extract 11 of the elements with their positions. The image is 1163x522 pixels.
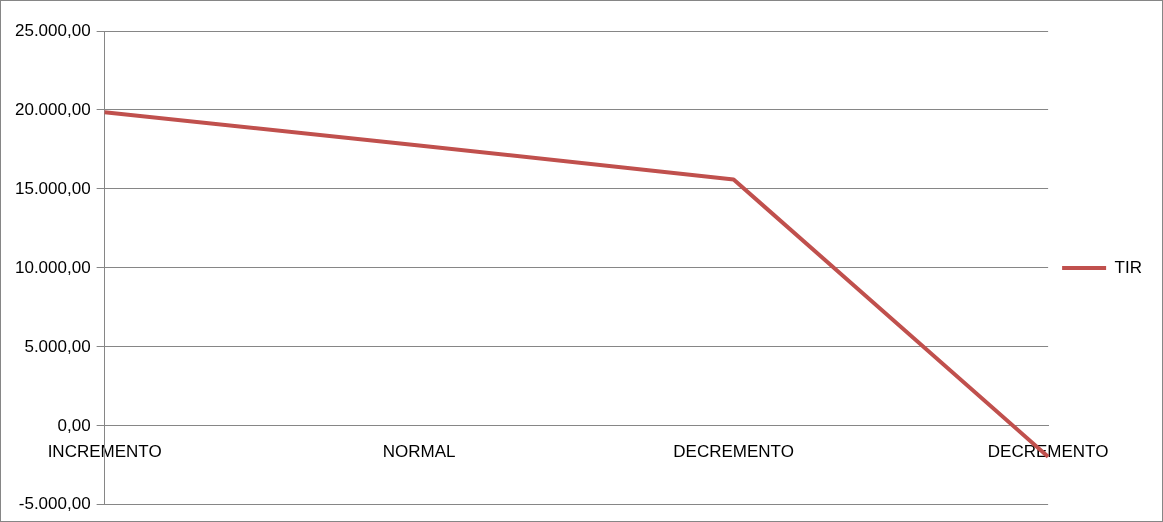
x-tick-label: INCREMENTO <box>47 441 162 461</box>
y-tick-label: 5.000,00 <box>24 336 91 356</box>
x-tick-label: DECREMENTO <box>673 441 794 461</box>
y-tick-label: -5.000,00 <box>18 494 91 514</box>
legend-label: TIR <box>1114 257 1143 277</box>
x-tick-label: NORMAL <box>382 441 456 461</box>
y-tick-label: 10.000,00 <box>14 257 91 277</box>
y-tick-label: 0,00 <box>57 415 91 435</box>
y-tick-label: 20.000,00 <box>14 99 91 119</box>
y-tick-label: 15.000,00 <box>14 178 91 198</box>
y-tick-label: 25.000,00 <box>14 20 91 40</box>
